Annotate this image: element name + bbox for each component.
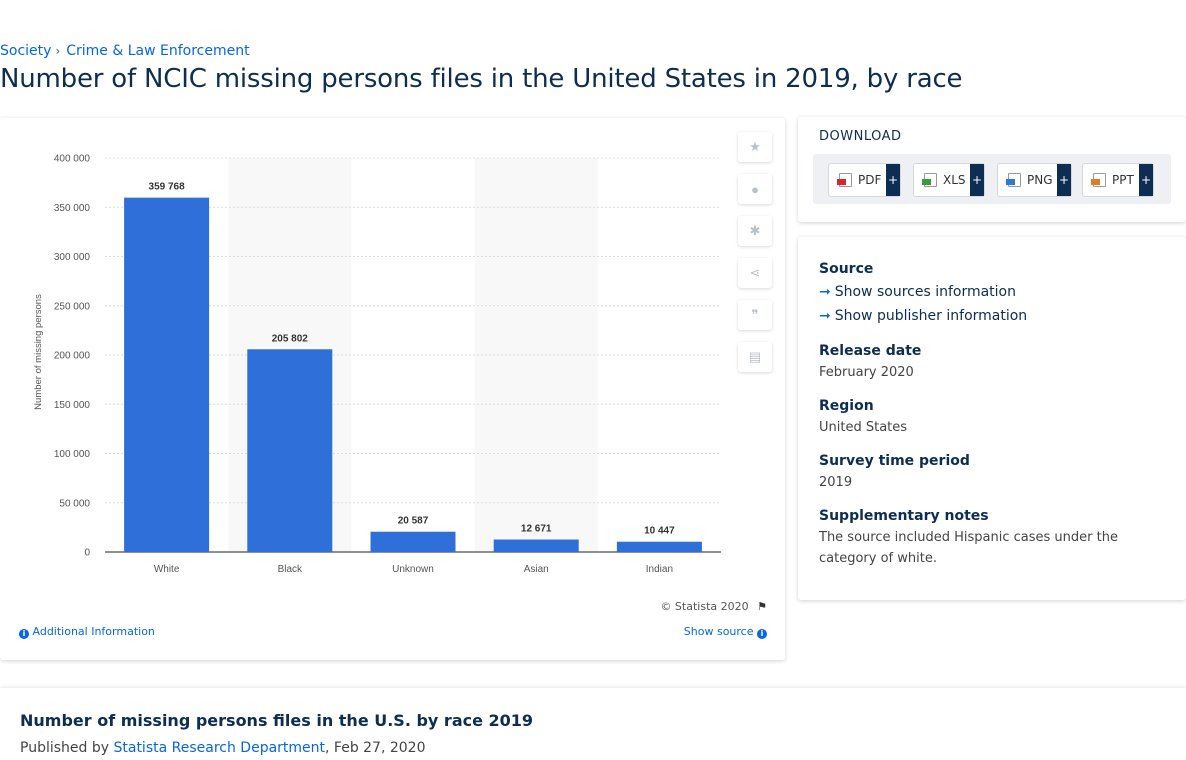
download-ppt-label: PPT <box>1112 173 1134 187</box>
ppt-icon <box>1091 173 1106 187</box>
y-tick-label: 350 000 <box>54 203 91 214</box>
show-source-label: Show source <box>683 625 754 638</box>
region-value: United States <box>819 420 908 435</box>
data-label: 10 447 <box>644 526 675 537</box>
show-sources-label: Show sources information <box>834 284 1016 300</box>
survey-period-value: 2019 <box>819 475 853 490</box>
cite-button[interactable]: ❞ <box>738 300 772 330</box>
published-prefix: Published by <box>20 740 110 756</box>
star-icon: ★ <box>749 139 761 154</box>
x-tick-label: Black <box>278 564 303 575</box>
png-icon <box>1006 173 1021 187</box>
breadcrumb-separator: › <box>55 44 61 58</box>
breadcrumb: Society › Crime & Law Enforcement <box>0 43 250 59</box>
y-axis-label: Number of missing persons <box>33 294 44 410</box>
breadcrumb-society[interactable]: Society <box>0 43 52 59</box>
gear-icon: ✱ <box>749 223 761 238</box>
data-label: 205 802 <box>272 333 309 344</box>
show-publisher-link[interactable]: ➞ Show publisher information <box>819 308 1027 324</box>
x-tick-label: Asian <box>524 564 549 575</box>
statistic-details: Source ➞ Show sources information ➞ Show p… <box>798 237 1186 600</box>
region-label: Region <box>819 398 874 414</box>
y-tick-label: 200 000 <box>54 351 91 362</box>
survey-period-label: Survey time period <box>819 453 970 469</box>
download-bar: PDF + XLS + PNG + PPT + <box>813 154 1171 204</box>
copyright-notice: © Statista 2020 ⚑ <box>660 600 767 613</box>
pdf-icon <box>837 173 852 187</box>
published-date: , Feb 27, 2020 <box>325 740 426 756</box>
publisher-link[interactable]: Statista Research Department <box>113 740 326 756</box>
download-ppt-button[interactable]: PPT + <box>1082 163 1154 197</box>
statistic-summary: Number of missing persons files in the U… <box>0 688 1186 760</box>
download-xls-button[interactable]: XLS + <box>913 163 985 197</box>
bar-black <box>247 349 333 552</box>
bar-asian <box>493 539 579 552</box>
data-label: 359 768 <box>149 182 186 193</box>
download-pdf-button[interactable]: PDF + <box>828 163 901 197</box>
flag-icon[interactable]: ⚑ <box>757 600 767 613</box>
y-tick-label: 0 <box>84 548 90 559</box>
copyright-text: © Statista 2020 <box>660 600 749 613</box>
plus-icon: + <box>886 164 900 196</box>
share-button[interactable]: ⋖ <box>738 258 772 288</box>
plus-icon: + <box>970 164 984 196</box>
print-button[interactable]: ▤ <box>738 342 772 372</box>
data-label: 12 671 <box>521 524 552 535</box>
share-icon: ⋖ <box>749 265 761 280</box>
bar-indian <box>616 541 702 552</box>
y-tick-label: 250 000 <box>54 301 91 312</box>
y-tick-label: 300 000 <box>54 252 91 263</box>
arrow-right-icon: ➞ <box>819 308 831 324</box>
xls-icon <box>922 173 937 187</box>
download-card: DOWNLOAD PDF + XLS + PNG + PPT + <box>798 117 1186 222</box>
print-icon: ▤ <box>748 349 762 364</box>
plus-icon: + <box>1139 164 1153 196</box>
settings-button[interactable]: ✱ <box>738 216 772 246</box>
additional-info-label: Additional Information <box>32 625 155 638</box>
y-tick-label: 150 000 <box>54 400 91 411</box>
plus-icon: + <box>1057 164 1071 196</box>
x-tick-label: Indian <box>646 564 673 575</box>
bell-icon: ● <box>751 181 759 197</box>
show-sources-link[interactable]: ➞ Show sources information <box>819 284 1016 300</box>
info-icon: i <box>19 629 29 639</box>
show-source-link[interactable]: Show source i <box>684 625 767 639</box>
source-label: Source <box>819 261 874 277</box>
release-date-label: Release date <box>819 343 922 359</box>
chart-tools: ★ ● ✱ ⋖ ❞ ▤ <box>738 132 772 384</box>
supplementary-notes-label: Supplementary notes <box>819 508 989 524</box>
download-heading: DOWNLOAD <box>819 129 902 144</box>
published-line: Published by Statista Research Departmen… <box>20 740 426 756</box>
summary-title: Number of missing persons files in the U… <box>20 711 534 730</box>
download-png-button[interactable]: PNG + <box>997 163 1072 197</box>
favorite-button[interactable]: ★ <box>738 132 772 162</box>
notification-button[interactable]: ● <box>738 174 772 204</box>
chart-card: 0 50 000 100 000 150 000 200 000 250 000 300 0… <box>0 118 785 660</box>
arrow-right-icon: ➞ <box>819 284 831 300</box>
y-tick-label: 50 000 <box>59 498 90 509</box>
release-date-value: February 2020 <box>819 365 914 380</box>
show-publisher-label: Show publisher information <box>834 308 1028 324</box>
page-title: Number of NCIC missing persons files in … <box>0 64 963 94</box>
data-label: 20 587 <box>398 516 429 527</box>
download-xls-label: XLS <box>943 173 966 187</box>
additional-info-link[interactable]: i Additional Information <box>19 625 155 639</box>
x-tick-label: White <box>154 564 180 575</box>
x-tick-label: Unknown <box>392 564 434 575</box>
download-pdf-label: PDF <box>858 173 882 187</box>
y-tick-label: 400 000 <box>54 154 91 165</box>
download-png-label: PNG <box>1027 173 1053 187</box>
bar-white <box>124 197 210 552</box>
bar-chart: 0 50 000 100 000 150 000 200 000 250 000 300 0… <box>33 154 721 575</box>
info-icon: i <box>757 629 767 639</box>
quote-icon: ❞ <box>751 307 759 322</box>
y-tick-label: 100 000 <box>54 449 91 460</box>
bar-unknown <box>370 531 456 552</box>
breadcrumb-crime-law[interactable]: Crime & Law Enforcement <box>66 43 250 59</box>
supplementary-notes-value: The source included Hispanic cases under… <box>819 530 1118 566</box>
